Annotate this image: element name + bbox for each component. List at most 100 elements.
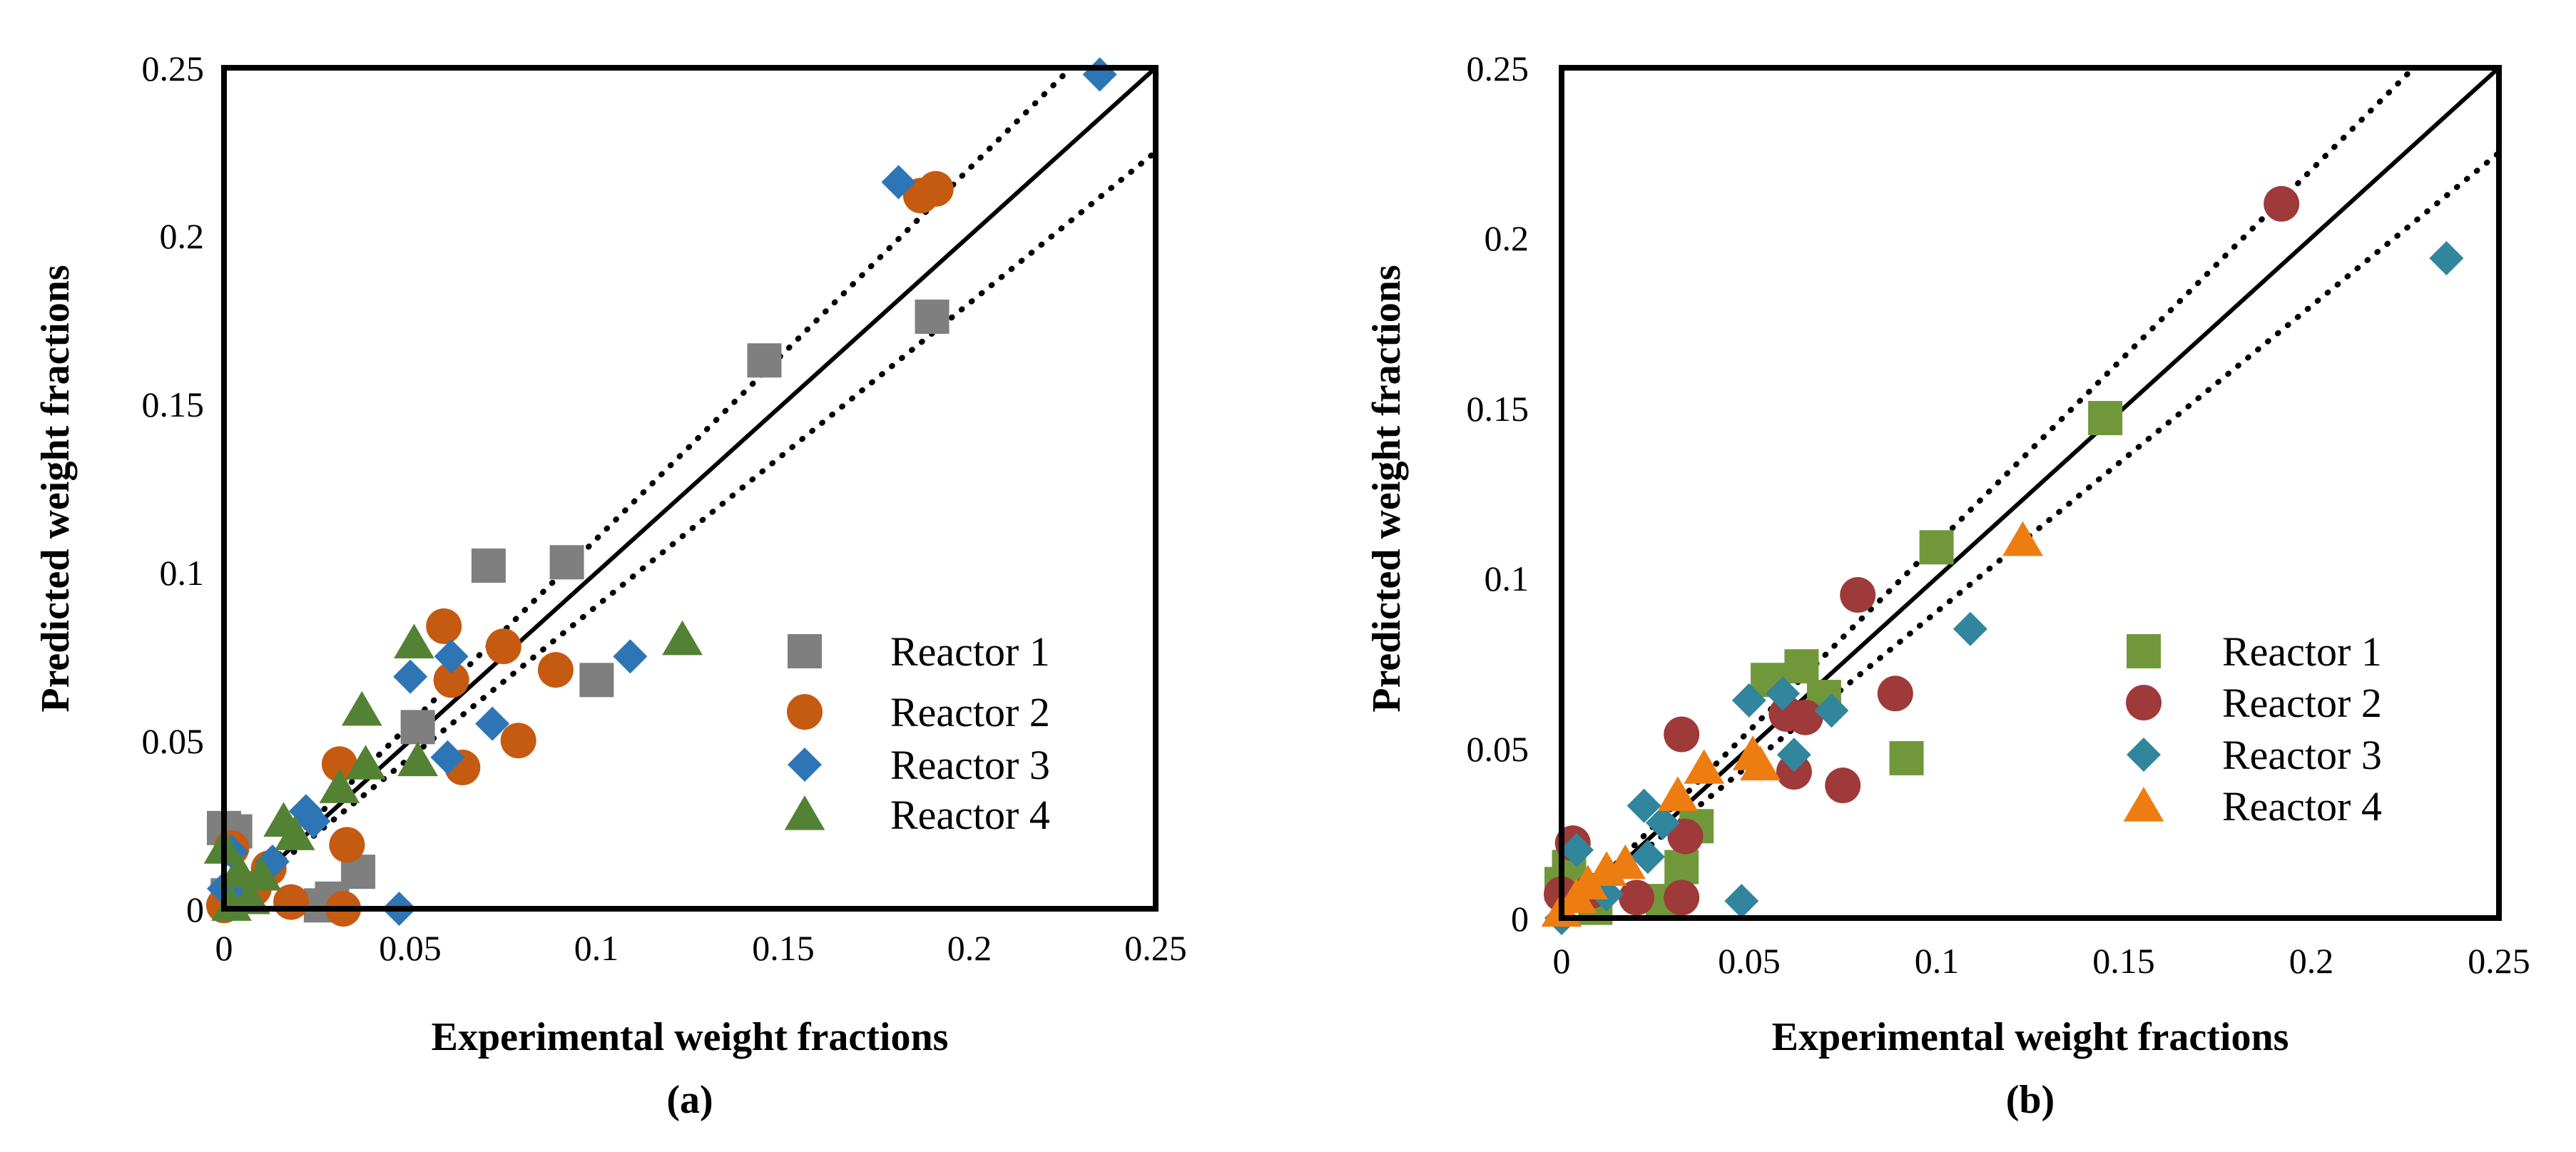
chart-b-data-point: [1605, 844, 1646, 880]
chart-b-data-point: [1814, 693, 1849, 728]
chart-b-data-point: [1740, 745, 1781, 781]
chart-a-data-point: [274, 815, 315, 850]
chart-a-y-axis-title: Predicted weight fractions: [34, 265, 78, 712]
chart-b-data-point: [1664, 850, 1699, 885]
chart-b: 0 0.05 0.1 0.15 0.2 0.25 0 0.05 0.1 0.15…: [1365, 49, 2530, 1122]
chart-a-data-point: [549, 545, 584, 580]
chart-b-data-point: [1919, 530, 1954, 565]
chart-a-legend-label: Reactor 1: [890, 628, 1050, 675]
chart-b-legend-marker: [2127, 738, 2161, 772]
chart-a-data-point: [662, 620, 703, 656]
chart-a-legend-marker: [787, 694, 823, 730]
chart-b-y-tick-label: 0.15: [1467, 389, 1529, 429]
chart-b-y-ticks: 0 0.05 0.1 0.15 0.2 0.25: [1467, 49, 1529, 939]
chart-a-legend-label: Reactor 4: [890, 792, 1050, 838]
chart-b-legend-symbol: [2126, 685, 2162, 720]
chart-a-data-point: [433, 662, 469, 698]
chart-b-data-point: [1889, 740, 1924, 775]
chart-a-data-point: [917, 170, 954, 207]
chart-b-y-tick-label: 0.1: [1485, 559, 1529, 598]
chart-a-data-point: [881, 165, 916, 200]
chart-a-data-point: [485, 628, 521, 665]
chart-a-x-tick-label: 0.2: [947, 928, 992, 968]
chart-a-y-tick-label: 0: [186, 890, 204, 929]
chart-a-data-point: [329, 827, 365, 863]
chart-a-y-tick-label: 0.25: [142, 49, 205, 88]
chart-b-legend-label: Reactor 1: [2222, 628, 2382, 675]
chart-a-plot-frame: [221, 65, 1159, 912]
chart-a-legend-symbol: [784, 795, 825, 830]
chart-b-legend: Reactor 1 Reactor 2 Reactor 3 Reactor 4: [2123, 628, 2382, 830]
chart-a-legend-marker: [784, 795, 825, 830]
chart-a-data-point: [1082, 57, 1117, 92]
chart-b-plot-frame: [1559, 65, 2502, 921]
chart-a-legend-symbol: [787, 694, 823, 730]
chart-a-data-point: [434, 639, 469, 674]
chart-a-data-point: [345, 745, 386, 780]
chart-a-y-tick-label: 0.05: [142, 721, 205, 761]
chart-b-legend-marker: [2123, 787, 2164, 822]
chart-b-data-point: [2002, 521, 2043, 556]
chart-b-data-point: [1630, 840, 1665, 875]
chart-a-x-tick-label: 0.25: [1124, 928, 1187, 968]
chart-b-upper-bound-line: [1562, 68, 2418, 918]
chart-b-legend-symbol: [2127, 738, 2161, 772]
chart-a-y-tick-label: 0.2: [160, 216, 205, 256]
chart-b-data-point: [1559, 832, 1594, 867]
chart-b-series-1: [1544, 401, 2123, 925]
chart-b-data-point: [1766, 676, 1801, 711]
chart-b-data-point: [1784, 649, 1819, 684]
chart-a-panel-label: (a): [666, 1078, 713, 1122]
chart-b-data-point: [2429, 241, 2464, 276]
chart-b-data-point: [1664, 716, 1700, 753]
chart-a-y-tick-label: 0.1: [160, 553, 205, 593]
chart-a-data-point: [426, 608, 462, 644]
chart-b-y-tick-label: 0: [1511, 899, 1529, 939]
chart-b-data-point: [1724, 884, 1759, 919]
chart-a-data-point: [230, 879, 270, 914]
chart-a-data-point: [471, 548, 506, 583]
chart-a-x-axis-title: Experimental weight fractions: [432, 1015, 949, 1059]
chart-b-x-tick-label: 0: [1553, 941, 1571, 981]
chart-b-data-point: [1626, 788, 1661, 823]
chart-b-x-ticks: 0 0.05 0.1 0.15 0.2 0.25: [1553, 941, 2530, 981]
chart-b-data-point: [1619, 880, 1655, 916]
chart-a-data-point: [915, 299, 950, 334]
chart-a: 0 0.05 0.1 0.15 0.2 0.25 0 0.05 0.1 0.15…: [34, 49, 1187, 1122]
chart-b-data-point: [1953, 611, 1987, 646]
chart-a-data-point: [341, 690, 382, 726]
chart-a-series-4: [203, 620, 703, 921]
chart-b-legend-label: Reactor 4: [2222, 783, 2382, 830]
chart-b-x-tick-label: 0.05: [1718, 941, 1781, 981]
chart-a-data-point: [747, 343, 782, 378]
chart-b-legend-marker: [2127, 634, 2161, 668]
chart-b-data-point: [1667, 818, 1704, 855]
chart-b-panel-label: (b): [2006, 1078, 2055, 1122]
chart-a-legend-label: Reactor 2: [890, 689, 1050, 735]
chart-a-data-point: [240, 855, 282, 891]
chart-b-x-tick-label: 0.15: [2092, 941, 2155, 981]
chart-b-y-axis-title: Predicted weight fractions: [1365, 265, 1409, 712]
chart-a-data-point: [321, 746, 357, 783]
chart-b-legend-label: Reactor 2: [2222, 680, 2382, 726]
chart-a-data-point: [296, 804, 331, 839]
chart-b-data-point: [1877, 676, 1913, 712]
chart-b-y-tick-label: 0.05: [1467, 729, 1529, 769]
chart-b-data-point: [1825, 768, 1861, 804]
chart-b-data-point: [1684, 749, 1725, 784]
chart-b-data-point: [2088, 401, 2123, 436]
chart-a-data-point: [394, 623, 434, 659]
chart-a-x-tick-label: 0.1: [574, 928, 619, 968]
chart-a-legend-symbol: [788, 748, 822, 782]
chart-a-legend-label: Reactor 3: [890, 742, 1050, 788]
chart-b-data-point: [2264, 185, 2300, 222]
chart-a-lower-bound-line: [224, 148, 1156, 909]
chart-a-legend: Reactor 1 Reactor 2 Reactor 3 Reactor 4: [784, 628, 1050, 838]
chart-b-legend-symbol: [2127, 634, 2161, 668]
chart-b-x-tick-label: 0.1: [1915, 941, 1960, 981]
chart-b-y-tick-label: 0.25: [1467, 49, 1529, 88]
chart-a-data-point: [613, 639, 648, 674]
chart-a-legend-symbol: [788, 634, 822, 668]
chart-b-data-point: [1664, 880, 1700, 916]
